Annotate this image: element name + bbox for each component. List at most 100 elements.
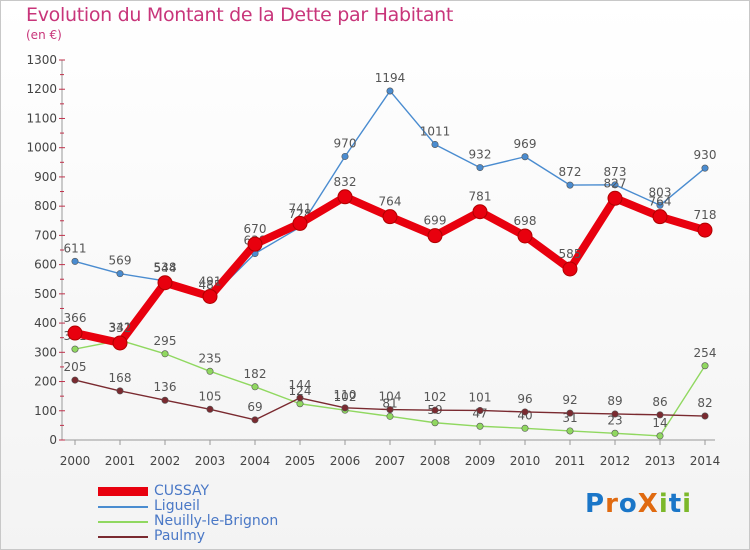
y-tick-label: 500	[34, 287, 57, 301]
legend-item-neuilly-le-brignon: Neuilly-le-Brignon	[98, 514, 278, 529]
data-label-paulmy: 144	[289, 378, 312, 392]
data-point-cussay	[697, 222, 713, 238]
data-label-cussay: 718	[694, 208, 717, 222]
data-label-ligueil: 611	[64, 241, 87, 255]
data-label-ligueil: 932	[469, 148, 492, 162]
data-point-paulmy	[521, 408, 529, 416]
data-label-neuilly-le-brignon: 182	[244, 367, 267, 381]
data-point-ligueil	[521, 153, 529, 161]
data-label-ligueil: 930	[694, 148, 717, 162]
data-point-ligueil	[476, 164, 484, 172]
data-point-cussay	[67, 325, 83, 341]
data-point-neuilly-le-brignon	[566, 427, 574, 435]
chart-legend: CUSSAY Ligueil Neuilly-le-Brignon Paulmy	[98, 484, 278, 544]
data-point-neuilly-le-brignon	[71, 345, 79, 353]
data-point-neuilly-le-brignon	[476, 422, 484, 430]
data-point-ligueil	[116, 270, 124, 278]
legend-label: Neuilly-le-Brignon	[154, 513, 279, 529]
data-label-paulmy: 168	[109, 371, 132, 385]
data-point-neuilly-le-brignon	[656, 432, 664, 440]
data-point-cussay	[427, 228, 443, 244]
data-label-paulmy: 105	[199, 389, 222, 403]
y-tick-label: 1100	[26, 111, 57, 125]
data-point-paulmy	[116, 387, 124, 395]
data-label-cussay: 491	[199, 274, 222, 288]
data-point-cussay	[112, 335, 128, 351]
logo-letter: i	[658, 489, 669, 519]
data-label-neuilly-le-brignon: 295	[154, 334, 177, 348]
data-point-neuilly-le-brignon	[611, 429, 619, 437]
data-label-paulmy: 82	[697, 396, 712, 410]
data-label-paulmy: 136	[154, 380, 177, 394]
data-label-paulmy: 86	[652, 395, 667, 409]
y-tick-label: 1000	[26, 141, 57, 155]
x-tick-label: 2013	[645, 454, 676, 468]
data-label-neuilly-le-brignon: 23	[607, 413, 622, 427]
data-point-paulmy	[71, 376, 79, 384]
data-label-paulmy: 110	[334, 388, 357, 402]
data-point-ligueil	[701, 164, 709, 172]
data-label-neuilly-le-brignon: 81	[382, 396, 397, 410]
data-point-paulmy	[341, 404, 349, 412]
data-point-paulmy	[296, 394, 304, 402]
logo-letter: X	[637, 489, 659, 519]
y-tick-label: 300	[34, 345, 57, 359]
data-point-paulmy	[206, 405, 214, 413]
data-label-ligueil: 569	[109, 254, 132, 268]
y-tick-label: 400	[34, 316, 57, 330]
x-tick-label: 2010	[510, 454, 541, 468]
data-point-cussay	[652, 209, 668, 225]
legend-item-cussay: CUSSAY	[98, 484, 278, 499]
legend-label: CUSSAY	[154, 483, 210, 499]
data-point-cussay	[562, 261, 578, 277]
logo-letter: r	[605, 489, 619, 519]
data-point-neuilly-le-brignon	[701, 362, 709, 370]
logo-letter: P	[585, 489, 606, 519]
data-point-neuilly-le-brignon	[431, 419, 439, 427]
data-label-paulmy: 104	[379, 390, 402, 404]
data-label-ligueil: 873	[604, 165, 627, 179]
legend-item-ligueil: Ligueil	[98, 499, 278, 514]
data-point-cussay	[472, 204, 488, 220]
legend-swatch	[98, 535, 148, 538]
data-point-neuilly-le-brignon	[296, 400, 304, 408]
data-point-paulmy	[386, 406, 394, 414]
chart-subtitle: (en €)	[26, 28, 62, 42]
data-label-cussay: 585	[559, 247, 582, 261]
data-point-cussay	[202, 288, 218, 304]
data-point-paulmy	[476, 406, 484, 414]
data-label-cussay: 764	[649, 195, 672, 209]
data-label-paulmy: 69	[247, 400, 262, 414]
data-label-paulmy: 89	[607, 394, 622, 408]
x-tick-label: 2005	[285, 454, 316, 468]
data-label-ligueil: 969	[514, 137, 537, 151]
data-point-paulmy	[566, 409, 574, 417]
x-tick-label: 2012	[600, 454, 631, 468]
x-tick-label: 2011	[555, 454, 586, 468]
data-label-paulmy: 92	[562, 393, 577, 407]
data-label-paulmy: 102	[424, 390, 447, 404]
legend-swatch	[98, 520, 148, 523]
y-tick-label: 100	[34, 404, 57, 418]
legend-swatch	[98, 487, 148, 496]
data-point-cussay	[382, 209, 398, 225]
data-point-cussay	[292, 215, 308, 231]
data-label-paulmy: 205	[64, 360, 87, 374]
data-label-ligueil: 970	[334, 136, 357, 150]
x-tick-label: 2001	[105, 454, 136, 468]
legend-item-paulmy: Paulmy	[98, 529, 278, 544]
y-tick-label: 700	[34, 228, 57, 242]
data-label-ligueil: 1194	[375, 71, 406, 85]
data-point-cussay	[337, 189, 353, 205]
y-tick-label: 0	[49, 433, 57, 447]
data-label-neuilly-le-brignon: 254	[694, 346, 717, 360]
data-label-cussay: 699	[424, 214, 447, 228]
data-point-neuilly-le-brignon	[161, 350, 169, 358]
data-point-ligueil	[656, 201, 664, 209]
data-label-cussay: 741	[289, 201, 312, 215]
data-point-neuilly-le-brignon	[251, 383, 259, 391]
data-label-neuilly-le-brignon: 124	[289, 384, 312, 398]
y-tick-label: 1300	[26, 53, 57, 67]
data-label-neuilly-le-brignon: 102	[334, 390, 357, 404]
